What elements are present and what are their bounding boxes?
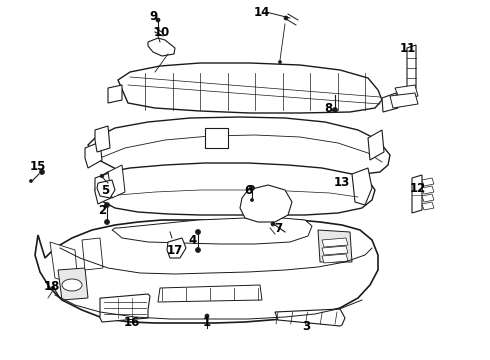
Ellipse shape xyxy=(62,279,82,291)
Ellipse shape xyxy=(40,170,45,175)
Polygon shape xyxy=(322,254,348,263)
Ellipse shape xyxy=(271,222,275,226)
Ellipse shape xyxy=(249,185,254,190)
Polygon shape xyxy=(275,309,345,326)
Ellipse shape xyxy=(196,248,200,252)
Text: 7: 7 xyxy=(274,221,282,234)
Polygon shape xyxy=(82,238,103,270)
Polygon shape xyxy=(95,172,115,204)
Polygon shape xyxy=(407,45,416,91)
Ellipse shape xyxy=(278,60,281,63)
Polygon shape xyxy=(108,85,122,103)
Polygon shape xyxy=(112,218,312,244)
Polygon shape xyxy=(422,194,434,202)
Text: 13: 13 xyxy=(334,176,350,189)
Ellipse shape xyxy=(156,18,160,22)
Text: 11: 11 xyxy=(400,41,416,54)
Polygon shape xyxy=(35,220,378,323)
Polygon shape xyxy=(50,242,78,285)
Polygon shape xyxy=(158,285,262,302)
Polygon shape xyxy=(88,117,390,175)
Ellipse shape xyxy=(104,220,109,225)
Ellipse shape xyxy=(205,314,209,318)
Text: 3: 3 xyxy=(302,320,310,333)
Text: 16: 16 xyxy=(124,315,140,328)
Text: 17: 17 xyxy=(167,243,183,256)
Text: 8: 8 xyxy=(324,102,332,114)
Text: 4: 4 xyxy=(189,234,197,247)
Polygon shape xyxy=(322,246,348,255)
Polygon shape xyxy=(167,238,186,258)
Polygon shape xyxy=(95,163,375,215)
Text: 12: 12 xyxy=(410,181,426,194)
Polygon shape xyxy=(368,130,384,160)
Polygon shape xyxy=(318,230,352,262)
Ellipse shape xyxy=(333,108,338,112)
Polygon shape xyxy=(108,165,125,198)
Ellipse shape xyxy=(100,174,104,178)
Polygon shape xyxy=(422,186,434,194)
Ellipse shape xyxy=(51,286,55,290)
Text: 2: 2 xyxy=(98,204,106,217)
Text: 14: 14 xyxy=(254,5,270,18)
Text: 1: 1 xyxy=(203,315,211,328)
Ellipse shape xyxy=(250,198,253,202)
Text: 18: 18 xyxy=(44,280,60,293)
Polygon shape xyxy=(390,93,418,108)
Polygon shape xyxy=(100,294,150,322)
Text: 9: 9 xyxy=(149,10,157,23)
Polygon shape xyxy=(95,126,110,152)
Ellipse shape xyxy=(196,230,200,234)
Polygon shape xyxy=(148,38,175,56)
Polygon shape xyxy=(322,238,348,247)
Polygon shape xyxy=(240,185,292,222)
Text: 10: 10 xyxy=(154,26,170,39)
Polygon shape xyxy=(205,128,228,148)
Text: 6: 6 xyxy=(244,184,252,198)
Ellipse shape xyxy=(29,180,32,183)
Polygon shape xyxy=(97,180,115,198)
Polygon shape xyxy=(412,175,422,213)
Polygon shape xyxy=(118,63,382,113)
Text: 5: 5 xyxy=(101,184,109,198)
Ellipse shape xyxy=(104,202,109,207)
Polygon shape xyxy=(352,168,372,205)
Polygon shape xyxy=(395,85,418,100)
Polygon shape xyxy=(58,268,88,300)
Polygon shape xyxy=(422,202,434,210)
Polygon shape xyxy=(85,142,102,168)
Text: 15: 15 xyxy=(30,161,46,174)
Polygon shape xyxy=(422,178,434,186)
Ellipse shape xyxy=(284,16,288,20)
Polygon shape xyxy=(382,93,398,112)
